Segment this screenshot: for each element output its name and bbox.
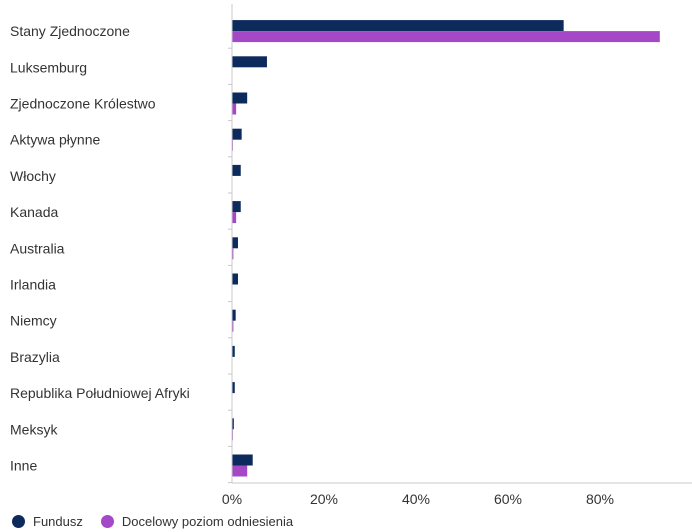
category-labels: Stany Zjednoczone Luksemburg Zjednoczone K… — [10, 23, 190, 473]
legend-swatch-fundusz — [12, 515, 25, 528]
legend-swatch-benchmark — [100, 515, 114, 528]
legend-item-fundusz: Fundusz — [12, 514, 83, 529]
bar-fundusz-meksyk — [232, 418, 234, 430]
x-tick-label-0: 0% — [222, 491, 242, 507]
bar-fundusz-aktywa-plynne — [232, 128, 242, 140]
category-label-zjednoczone-krolestwo: Zjednoczone Królestwo — [10, 96, 156, 112]
legend-item-benchmark: Docelowy poziom odniesienia — [100, 514, 294, 529]
bar-fundusz-irlandia — [232, 273, 238, 285]
legend-label-benchmark: Docelowy poziom odniesienia — [121, 514, 294, 529]
bar-docelowy-poziom-odniesienia-australia — [232, 248, 234, 260]
bar-fundusz-wlochy — [232, 164, 241, 176]
x-tick-label-40: 40% — [402, 491, 430, 507]
x-tick-label-60: 60% — [494, 491, 522, 507]
bar-fundusz-kanada — [232, 201, 241, 213]
category-label-luksemburg: Luksemburg — [10, 59, 87, 75]
bar-docelowy-poziom-odniesienia-kanada — [232, 212, 237, 224]
bar-fundusz-inne — [232, 454, 253, 466]
category-label-niemcy: Niemcy — [10, 313, 57, 329]
x-axis: 0% 20% 40% 60% 80% — [222, 4, 692, 507]
category-label-brazylia: Brazylia — [10, 349, 60, 365]
bar-fundusz-republika-poludniowej-afryki — [232, 382, 235, 394]
category-label-aktywa-plynne: Aktywa płynne — [10, 132, 100, 148]
bar-docelowy-poziom-odniesienia-stany-zjednoczone — [232, 31, 660, 43]
category-label-republika-poludniowej-afryki: Republika Południowej Afryki — [10, 385, 190, 401]
bar-fundusz-stany-zjednoczone — [232, 20, 564, 32]
x-tick-label-20: 20% — [310, 491, 338, 507]
bar-docelowy-poziom-odniesienia-inne — [232, 465, 248, 477]
bar-docelowy-poziom-odniesienia-niemcy — [232, 320, 234, 332]
category-label-inne: Inne — [10, 458, 37, 474]
category-label-australia: Australia — [10, 240, 65, 256]
category-label-wlochy: Włochy — [10, 168, 56, 184]
legend-label-fundusz: Fundusz — [33, 514, 83, 529]
bar-fundusz-luksemburg — [232, 56, 267, 68]
category-label-meksyk: Meksyk — [10, 421, 58, 437]
bar-docelowy-poziom-odniesienia-zjednoczone-krolestwo — [232, 103, 237, 115]
bar-fundusz-zjednoczone-krolestwo — [232, 92, 248, 104]
legend: Fundusz Docelowy poziom odniesienia — [12, 514, 311, 529]
category-label-stany-zjednoczone: Stany Zjednoczone — [10, 23, 130, 39]
category-label-irlandia: Irlandia — [10, 277, 56, 293]
bar-fundusz-niemcy — [232, 309, 236, 321]
bar-fundusz-australia — [232, 237, 238, 249]
category-label-kanada: Kanada — [10, 204, 58, 220]
x-tick-label-80: 80% — [586, 491, 614, 507]
bars — [232, 20, 660, 477]
bar-fundusz-brazylia — [232, 345, 235, 357]
